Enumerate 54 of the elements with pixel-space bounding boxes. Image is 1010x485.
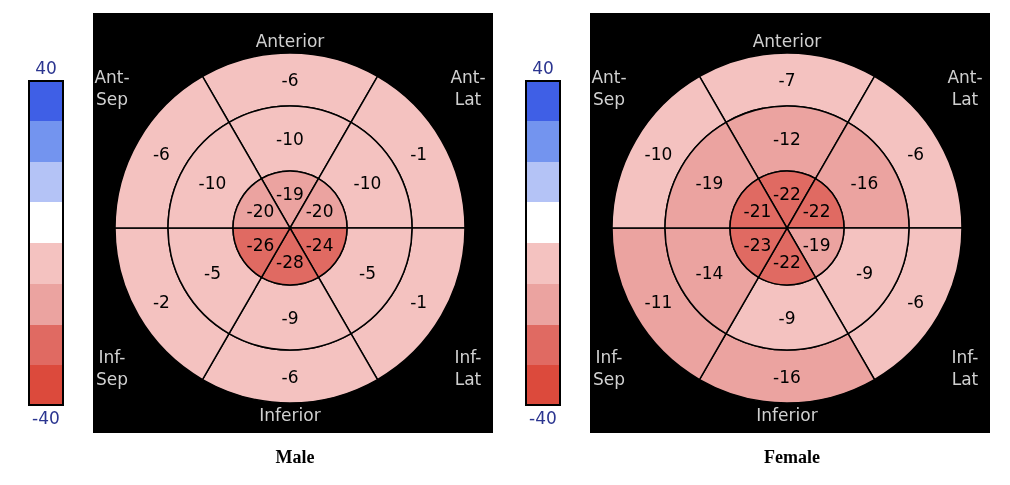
category-label: Ant-Lat — [947, 67, 983, 109]
data-label: -22 — [773, 252, 801, 273]
data-label: -19 — [802, 235, 831, 256]
category-label: Inf-Lat — [454, 347, 482, 389]
data-label: -9 — [281, 307, 299, 328]
text: -40 — [31, 408, 61, 428]
data-label: -14 — [695, 262, 724, 283]
data-label: -5 — [204, 262, 221, 283]
text: 40 — [531, 58, 555, 78]
category-label: Inf-Sep — [95, 347, 129, 389]
data-label: -20 — [305, 200, 334, 221]
data-label: -10 — [198, 173, 227, 194]
category-label: Ant-Lat — [450, 67, 486, 109]
text: Male — [275, 447, 315, 467]
data-label: -19 — [695, 173, 724, 194]
text: 40 — [34, 58, 58, 78]
data-label: -12 — [773, 128, 801, 149]
data-label: -23 — [743, 235, 772, 256]
category-label: Ant-Sep — [591, 67, 627, 109]
data-label: -2 — [152, 292, 170, 313]
data-label: -26 — [246, 235, 275, 256]
category-label: Ant-Sep — [94, 67, 130, 109]
category-label: Inf-Lat — [951, 347, 979, 389]
data-label: -21 — [743, 200, 772, 221]
data-label: -6 — [907, 143, 925, 164]
data-label: -19 — [276, 183, 304, 204]
data-label: -22 — [773, 183, 801, 204]
data-label: -10 — [353, 173, 382, 194]
category-label: Anterior — [752, 31, 822, 51]
category-label: Inferior — [259, 405, 321, 425]
text: Female — [764, 447, 820, 467]
data-label: -28 — [276, 252, 304, 273]
data-label: -6 — [281, 366, 299, 387]
data-label: -5 — [359, 262, 376, 283]
data-label: -1 — [410, 292, 428, 313]
data-label: -9 — [856, 262, 873, 283]
text: -40 — [528, 408, 558, 428]
data-label: -10 — [276, 128, 304, 149]
data-label: -1 — [410, 143, 428, 164]
data-label: -10 — [644, 143, 673, 164]
data-label: -6 — [281, 69, 299, 90]
data-label: -16 — [773, 366, 801, 387]
data-label: -9 — [778, 307, 796, 328]
category-label: Inf-Sep — [592, 347, 626, 389]
category-label: Inferior — [756, 405, 818, 425]
data-label: -6 — [152, 143, 170, 164]
category-label: Anterior — [255, 31, 325, 51]
data-label: -7 — [778, 69, 796, 90]
data-label: -20 — [246, 200, 275, 221]
data-label: -11 — [644, 292, 673, 313]
data-label: -6 — [907, 292, 925, 313]
data-label: -22 — [802, 200, 831, 221]
data-label: -16 — [850, 173, 879, 194]
data-label: -24 — [305, 235, 334, 256]
